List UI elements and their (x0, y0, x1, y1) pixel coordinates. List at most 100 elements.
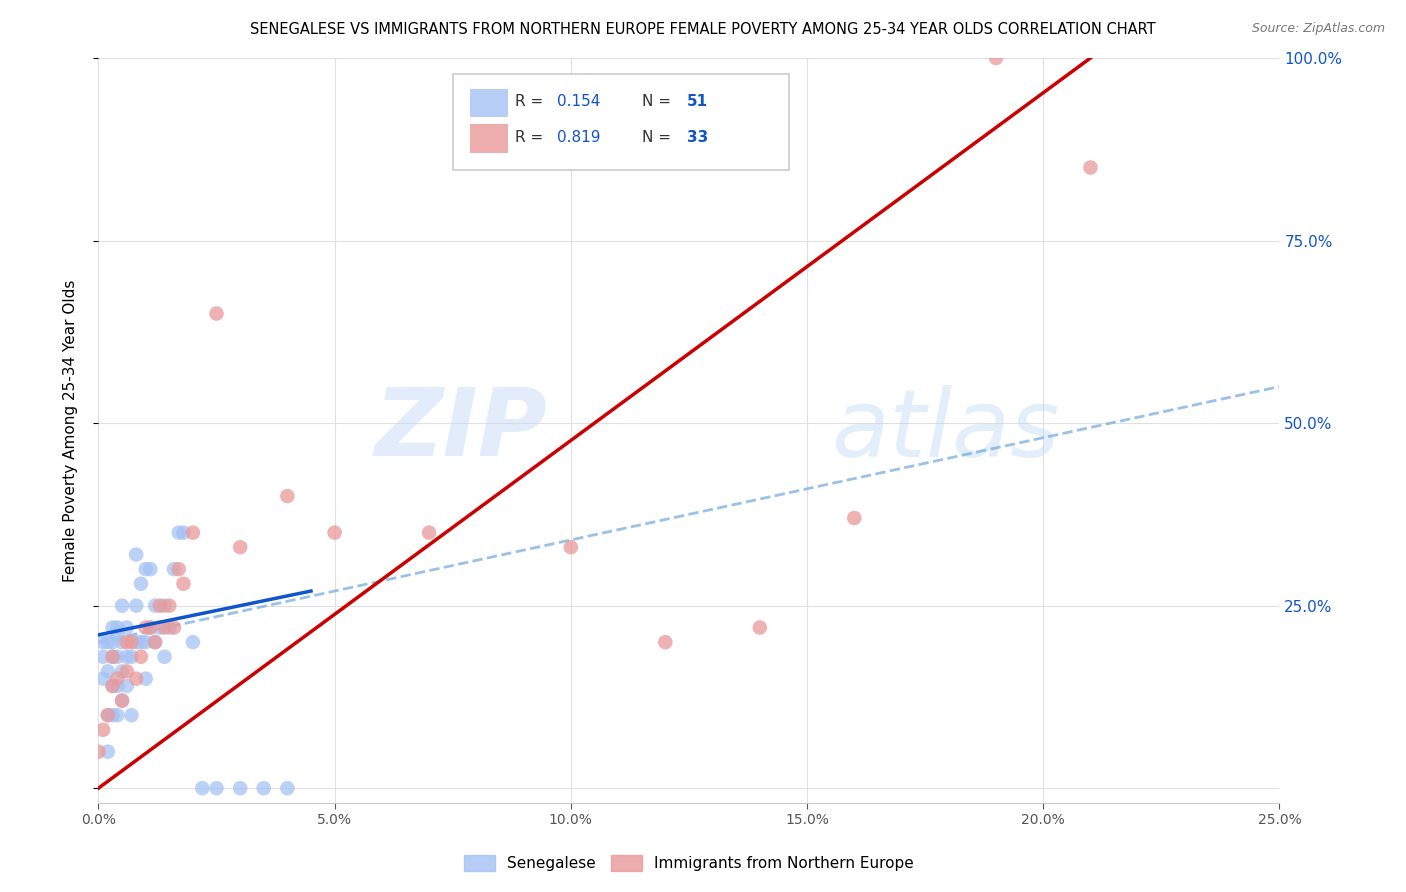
Text: 51: 51 (686, 95, 707, 110)
Point (97, 665, 120, 679)
Point (844, 511, 866, 525)
Point (143, 635, 166, 649)
Point (129, 576, 152, 591)
Point (139, 562, 162, 576)
Point (654, 635, 676, 649)
Point (153, 621, 176, 635)
Point (253, 781, 276, 796)
Point (105, 679, 128, 693)
Point (748, 621, 770, 635)
Point (135, 562, 157, 576)
Point (111, 599, 134, 613)
Point (172, 576, 194, 591)
Point (91, 672, 114, 686)
Point (125, 635, 148, 649)
Point (111, 693, 134, 707)
Point (101, 649, 124, 664)
Point (229, 540, 252, 554)
Point (1080, 161, 1102, 175)
Point (191, 781, 214, 796)
Point (153, 649, 176, 664)
Text: SENEGALESE VS IMMIGRANTS FROM NORTHERN EUROPE FEMALE POVERTY AMONG 25-34 YEAR OL: SENEGALESE VS IMMIGRANTS FROM NORTHERN E… (250, 22, 1156, 37)
Point (229, 781, 252, 796)
Point (111, 665, 134, 679)
FancyBboxPatch shape (471, 88, 508, 117)
Text: R =: R = (516, 95, 548, 110)
Text: R =: R = (516, 130, 548, 145)
Point (101, 679, 124, 693)
Point (129, 635, 152, 649)
Point (125, 672, 148, 686)
Point (181, 635, 204, 649)
Point (153, 599, 176, 613)
Point (101, 708, 124, 723)
Point (101, 679, 124, 693)
Point (135, 672, 157, 686)
Point (115, 665, 138, 679)
Point (97, 635, 120, 649)
Text: 33: 33 (686, 130, 707, 145)
Point (167, 562, 190, 576)
Point (167, 525, 190, 540)
Text: N =: N = (641, 130, 675, 145)
Point (105, 621, 128, 635)
Point (135, 635, 157, 649)
Point (97, 708, 120, 723)
Point (101, 621, 124, 635)
Point (418, 525, 440, 540)
Point (163, 621, 186, 635)
Point (115, 649, 138, 664)
Point (115, 621, 138, 635)
Point (121, 649, 143, 664)
Point (121, 708, 143, 723)
Point (115, 679, 138, 693)
Text: 0.154: 0.154 (557, 95, 600, 110)
FancyBboxPatch shape (471, 124, 508, 153)
Text: N =: N = (641, 95, 675, 110)
Point (105, 628, 128, 642)
Point (91, 649, 114, 664)
Point (143, 635, 166, 649)
Point (163, 562, 186, 576)
Text: ZIP: ZIP (374, 384, 547, 476)
Point (121, 635, 143, 649)
Point (323, 525, 346, 540)
Point (143, 599, 166, 613)
Point (172, 525, 194, 540)
Point (101, 649, 124, 664)
Point (149, 599, 172, 613)
Text: atlas: atlas (831, 384, 1059, 476)
Point (984, 51, 1007, 65)
Point (105, 708, 128, 723)
Point (115, 635, 138, 649)
Text: Source: ZipAtlas.com: Source: ZipAtlas.com (1251, 22, 1385, 36)
Point (139, 621, 162, 635)
Point (97, 708, 120, 723)
Point (139, 621, 162, 635)
Legend: Senegalese, Immigrants from Northern Europe: Senegalese, Immigrants from Northern Eur… (458, 849, 920, 877)
Point (125, 599, 148, 613)
Point (87, 745, 110, 759)
Point (97, 745, 120, 759)
Point (125, 548, 148, 562)
Y-axis label: Female Poverty Among 25-34 Year Olds: Female Poverty Among 25-34 Year Olds (63, 279, 77, 582)
Point (276, 781, 298, 796)
Point (205, 781, 228, 796)
Point (560, 540, 582, 554)
Point (135, 621, 157, 635)
Point (111, 693, 134, 707)
Point (181, 525, 204, 540)
FancyBboxPatch shape (453, 74, 789, 169)
Point (105, 649, 128, 664)
Point (91, 723, 114, 737)
Point (205, 307, 228, 321)
Text: 0.819: 0.819 (557, 130, 600, 145)
Point (157, 621, 180, 635)
Point (105, 672, 128, 686)
Point (91, 635, 114, 649)
Point (111, 635, 134, 649)
Point (101, 635, 124, 649)
Point (129, 649, 152, 664)
Point (276, 489, 298, 503)
Point (149, 621, 172, 635)
